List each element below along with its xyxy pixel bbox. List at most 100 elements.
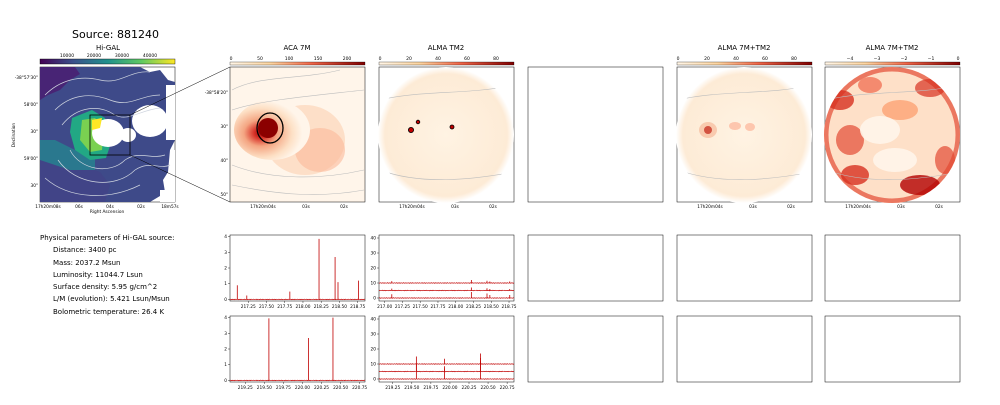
cbar-tick: 50 xyxy=(257,56,263,62)
cbar-tick: 0 xyxy=(379,56,382,62)
xtick-label: 219.25 xyxy=(385,385,400,391)
spectrum-baseline xyxy=(378,282,515,284)
cbar-tick: 40000 xyxy=(143,53,157,59)
xtick-label: 218.00 xyxy=(295,304,310,310)
spectrum-frame xyxy=(378,234,515,302)
zoom-connector-bottom xyxy=(129,154,231,203)
xtick-label: 219.75 xyxy=(276,385,291,391)
cbar-tick: 80 xyxy=(493,56,499,62)
xtick-label: 220.00 xyxy=(442,385,457,391)
combo-log-title: ALMA 7M+TM2 xyxy=(866,44,919,52)
xtick-label: 220.25 xyxy=(461,385,476,391)
ytick-label: 10 xyxy=(371,362,377,368)
spectrum-frame xyxy=(229,315,366,383)
zoom-connector-top xyxy=(129,66,231,116)
empty-panel xyxy=(527,315,664,383)
xtick: 02s xyxy=(340,204,348,210)
empty-panel xyxy=(676,234,813,302)
spectra-panels: 217.25 217.50 217.75 218.00 218.25 218.50 218.… xyxy=(224,234,517,391)
higal-xlabel: Right Ascension xyxy=(90,209,125,215)
ytick: 30" xyxy=(31,129,38,135)
params-header: Physical parameters of Hi-GAL source: xyxy=(40,234,175,242)
aca-spectrum-1: 217.25 217.50 217.75 218.00 218.25 218.50 218.… xyxy=(224,234,365,310)
xtick: 02s xyxy=(935,204,943,210)
ytick: 40" xyxy=(221,158,228,164)
xtick-label: 220.25 xyxy=(314,385,329,391)
spectrum-frame xyxy=(229,234,366,302)
combo-emission xyxy=(677,84,812,180)
xtick: 17h20m08s xyxy=(35,204,61,210)
ytick-label: 40 xyxy=(371,317,377,323)
source-title: Source: 881240 xyxy=(72,28,159,41)
xtick-label: 219.75 xyxy=(423,385,438,391)
higal-ylabel: Declination xyxy=(11,123,17,148)
ytick-label: 30 xyxy=(371,251,377,257)
aca-contours xyxy=(231,69,365,195)
xtick: 17h20m04s xyxy=(845,204,871,210)
aca-colorbar xyxy=(229,61,366,66)
combo-panel: ALMA 7M+TM2 0 20 40 60 80 17h20m04s 03s … xyxy=(676,44,813,210)
xtick: 03s xyxy=(451,204,459,210)
xtick-label: 218.75 xyxy=(502,304,517,310)
cbar-tick: 100 xyxy=(285,56,294,62)
ytick-label: 1 xyxy=(224,281,227,287)
aca-image xyxy=(234,100,345,175)
xtick-label: 219.50 xyxy=(257,385,272,391)
aca-panel: ACA 7M 0 50 100 150 200 -38°58'20" 30" 4… xyxy=(205,44,366,210)
ytick-label: 10 xyxy=(371,281,377,287)
cbar-tick: −3 xyxy=(874,56,881,62)
param-tbol: Bolometric temperature: 26.4 K xyxy=(53,307,165,316)
tm2-spectrum-1: 217.00 217.25 217.50 217.75 218.00 218.25 218.… xyxy=(371,234,517,310)
xtick-label: 220.00 xyxy=(295,385,310,391)
ytick-label: 2 xyxy=(224,266,227,272)
ytick-label: 40 xyxy=(371,236,377,242)
cbar-tick: 10000 xyxy=(60,53,74,59)
param-distance: Distance: 3400 pc xyxy=(53,246,117,255)
combo-log-colorbar-ticks: −4 −3 −2 −1 0 xyxy=(847,56,960,62)
combo-colorbar-ticks: 0 20 40 60 80 xyxy=(677,56,797,62)
empty-panel xyxy=(824,234,961,302)
cbar-tick: 20 xyxy=(704,56,710,62)
aca-xticks: 17h20m04s 03s 02s xyxy=(250,204,348,210)
param-lm: L/M (evolution): 5.421 Lsun/Msun xyxy=(53,295,170,304)
xtick-label: 220.75 xyxy=(500,385,515,391)
xtick-label: 220.75 xyxy=(352,385,367,391)
cbar-tick: 0 xyxy=(957,56,960,62)
ytick: 59'00" xyxy=(24,156,38,162)
xtick-label: 219.25 xyxy=(238,385,253,391)
xtick: 18m57s xyxy=(161,204,179,210)
cbar-tick: −4 xyxy=(847,56,854,62)
xtick-label: 217.00 xyxy=(377,304,392,310)
higal-panel: Hi-GAL 10000 20000 30000 40000 xyxy=(11,44,231,215)
spectrum-baseline xyxy=(229,379,366,382)
param-mass: Mass: 2037.2 Msun xyxy=(53,258,121,267)
empty-panel xyxy=(676,315,813,383)
higal-yticks: -38°57'30" 58'00" 30" 59'00" 30" xyxy=(15,75,38,189)
spectrum-baseline xyxy=(378,370,515,373)
xtick-label: 220.50 xyxy=(333,385,348,391)
xtick-label: 220.50 xyxy=(481,385,496,391)
aca-title: ACA 7M xyxy=(283,44,310,52)
xtick: 17h20m04s xyxy=(697,204,723,210)
xtick-label: 217.75 xyxy=(277,304,292,310)
ytick-label: 3 xyxy=(224,250,227,256)
spectrum-baseline xyxy=(378,289,515,292)
ytick-label: 4 xyxy=(224,234,227,240)
combo-log-colorbar xyxy=(824,61,961,66)
empty-panels-lower xyxy=(527,234,961,383)
spectrum-frame xyxy=(378,315,515,383)
tm2-colorbar xyxy=(378,61,515,66)
ytick: -38°58'20" xyxy=(205,90,228,96)
empty-panel-top xyxy=(527,66,664,203)
param-surface-density: Surface density: 5.95 g/cm^2 xyxy=(53,283,158,292)
cbar-tick: 60 xyxy=(464,56,470,62)
ytick-label: 0 xyxy=(373,296,376,302)
combo-log-panel: ALMA 7M+TM2 −4 −3 −2 −1 0 xyxy=(824,44,961,210)
xtick-label: 217.50 xyxy=(413,304,428,310)
ytick-label: 20 xyxy=(371,266,377,272)
spectrum-baseline xyxy=(378,363,515,365)
xtick-label: 218.75 xyxy=(350,304,365,310)
ytick: 30" xyxy=(31,183,38,189)
cbar-tick: 0 xyxy=(230,56,233,62)
combo-log-xticks: 17h20m04s 03s 02s xyxy=(845,204,943,210)
